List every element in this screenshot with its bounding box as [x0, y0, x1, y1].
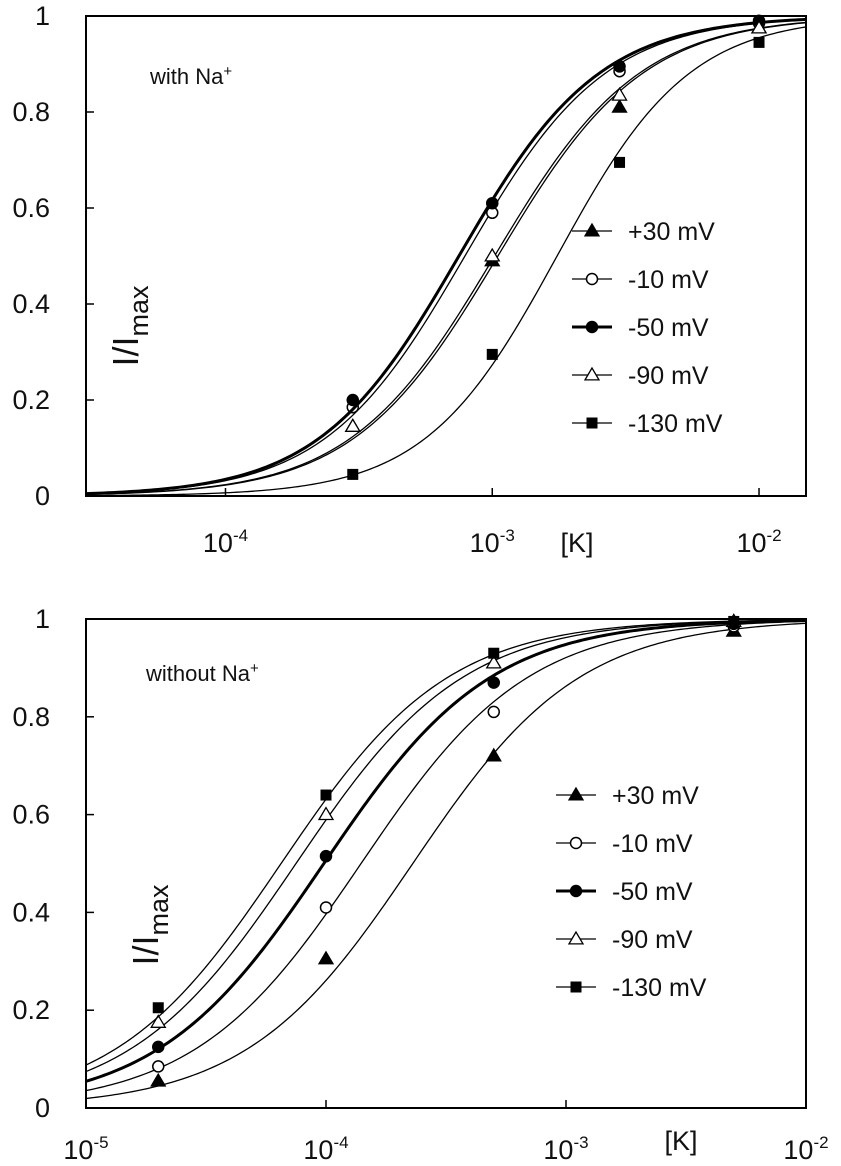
legend-marker — [567, 930, 585, 945]
data-point — [320, 789, 332, 801]
data-point — [317, 806, 335, 821]
panel-annotation: with Na+ — [149, 63, 232, 89]
data-point — [485, 747, 502, 762]
legend-marker — [583, 366, 601, 381]
data-point — [485, 654, 502, 669]
y-tick-label: 1 — [35, 1, 50, 31]
x-tick-label: 10-3 — [543, 1133, 588, 1165]
x-tick-label: 10-4 — [303, 1133, 348, 1165]
y-tick-label: 0.4 — [12, 289, 50, 319]
data-point — [319, 849, 333, 863]
legend-marker — [585, 320, 599, 334]
x-tick-label: 10-3 — [470, 526, 515, 558]
series-130mv — [86, 26, 806, 496]
data-point — [486, 196, 499, 210]
chart-1: 0 0.2 0.4 0.6 0.8 1 10-4 10-3 10-2 [K] I/Imax with … — [12, 1, 807, 558]
data-point — [347, 468, 359, 480]
data-point — [344, 418, 361, 432]
legend-marker — [583, 222, 601, 237]
data-point — [486, 348, 498, 360]
panel-annotation: without Na+ — [145, 660, 259, 686]
plot-frame — [85, 618, 807, 1109]
series-30mv — [86, 622, 806, 1100]
data-point — [484, 247, 501, 262]
legend-marker — [569, 884, 583, 898]
data-point — [728, 615, 740, 627]
series-line — [86, 619, 806, 1066]
y-axis-label: I/Imax — [125, 884, 174, 966]
y-tick-label: 0.8 — [12, 97, 50, 127]
x-tick-label: 10-2 — [783, 1133, 828, 1165]
plot-frame — [85, 15, 807, 497]
y-tick-label: 0.6 — [12, 193, 50, 223]
data-point — [346, 393, 360, 407]
y-tick-label: 0.2 — [12, 995, 50, 1025]
legend-label: -50 mV — [628, 314, 709, 342]
x-axis-label: [K] — [560, 528, 593, 558]
x-tick-label: 10-4 — [203, 526, 248, 558]
legend-marker — [585, 272, 599, 286]
data-point — [317, 950, 335, 965]
data-point — [611, 86, 628, 101]
legend-label: -10 mV — [628, 266, 709, 294]
y-tick-label: 0 — [35, 481, 50, 511]
series-line — [86, 619, 806, 1073]
y-axis-label: I/Imax — [105, 285, 154, 367]
legend-label: -50 mV — [612, 878, 693, 906]
legend-label: +30 mV — [628, 218, 715, 246]
data-point — [151, 1060, 165, 1073]
y-tick-label: 1 — [35, 604, 50, 634]
series-10mv — [86, 620, 806, 1092]
y-tick-label: 0.6 — [12, 800, 50, 830]
data-point — [614, 156, 626, 168]
series-line — [86, 26, 806, 496]
legend-label: -130 mV — [628, 410, 723, 438]
data-point — [150, 1072, 167, 1087]
data-point — [152, 1002, 164, 1014]
x-tick-label: 10-2 — [736, 526, 781, 558]
series-line — [86, 21, 806, 495]
data-point — [487, 705, 501, 719]
data-point — [611, 98, 628, 113]
chart-2: 0 0.2 0.4 0.6 0.8 1 10-5 10-4 10-3 10-2 [K] I/Imax w… — [12, 604, 828, 1165]
data-point — [753, 36, 765, 48]
series-90mv — [86, 19, 806, 495]
legend-marker — [586, 417, 598, 429]
y-tick-label: 0.2 — [12, 385, 50, 415]
legend-label: -90 mV — [628, 362, 709, 390]
y-tick-label: 0.4 — [12, 897, 50, 927]
legend-marker — [570, 981, 582, 993]
data-point — [487, 676, 501, 689]
legend-label: +30 mV — [612, 782, 699, 810]
legend-label: -130 mV — [612, 974, 707, 1002]
legend-label: -90 mV — [612, 926, 693, 954]
legend-marker — [569, 836, 583, 850]
series-line — [86, 622, 806, 1100]
data-point — [613, 60, 626, 73]
legend-marker — [567, 786, 585, 801]
legend-label: -10 mV — [612, 830, 693, 858]
y-tick-label: 0 — [35, 1093, 50, 1123]
data-point — [150, 1014, 167, 1028]
series-line — [86, 619, 806, 1083]
y-tick-label: 0.8 — [12, 702, 50, 732]
data-point — [488, 647, 500, 659]
x-axis-label: [K] — [664, 1126, 697, 1156]
series-line — [86, 17, 806, 496]
x-tick-label: 10-5 — [63, 1133, 108, 1165]
series-line — [86, 620, 806, 1092]
series-130mv — [86, 615, 806, 1066]
data-point — [750, 19, 768, 34]
data-point — [151, 1040, 165, 1054]
series-50mv — [86, 14, 806, 496]
data-point — [319, 901, 333, 914]
